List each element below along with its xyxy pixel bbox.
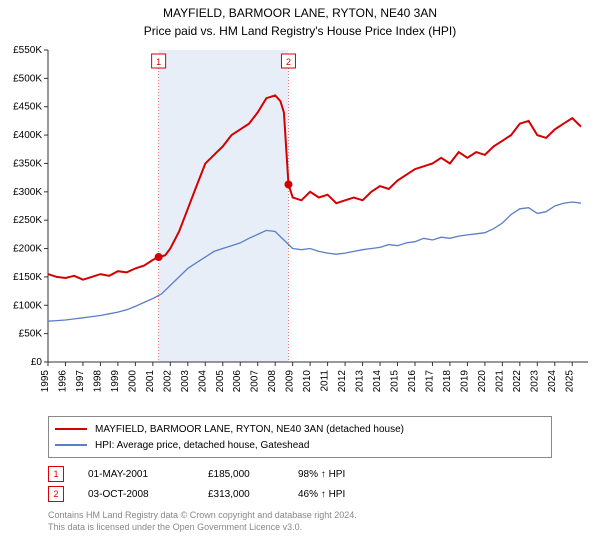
x-tick-label: 2007 (250, 370, 261, 393)
x-tick-label: 2010 (302, 370, 313, 393)
x-tick-label: 2019 (459, 370, 470, 393)
transaction-marker-2: 2 (48, 486, 64, 502)
y-tick-label: £250K (13, 215, 42, 226)
x-tick-label: 1999 (110, 370, 121, 393)
y-tick-label: £550K (13, 45, 42, 56)
legend-label: MAYFIELD, BARMOOR LANE, RYTON, NE40 3AN … (95, 424, 404, 435)
y-tick-label: £0 (31, 357, 43, 368)
y-tick-label: £300K (13, 187, 42, 198)
y-tick-label: £200K (13, 244, 42, 255)
footnote: Contains HM Land Registry data © Crown c… (48, 510, 552, 533)
transaction-row: 1 01-MAY-2001 £185,000 98% ↑ HPI (48, 464, 552, 484)
footnote-line: This data is licensed under the Open Gov… (48, 522, 552, 534)
y-tick-label: £400K (13, 130, 42, 141)
y-tick-label: £350K (13, 158, 42, 169)
footnote-line: Contains HM Land Registry data © Crown c… (48, 510, 552, 522)
x-tick-label: 2023 (529, 370, 540, 393)
x-tick-label: 2005 (215, 370, 226, 393)
marker-flag-label: 2 (286, 57, 291, 67)
x-tick-label: 2020 (477, 370, 488, 393)
transaction-marker-1: 1 (48, 466, 64, 482)
transaction-row: 2 03-OCT-2008 £313,000 46% ↑ HPI (48, 484, 552, 504)
x-tick-label: 2011 (320, 370, 331, 392)
x-tick-label: 2009 (285, 370, 296, 393)
x-tick-label: 2013 (355, 370, 366, 393)
x-tick-label: 2024 (547, 370, 558, 393)
legend-label: HPI: Average price, detached house, Gate… (95, 440, 309, 451)
y-tick-label: £150K (13, 272, 42, 283)
x-tick-label: 2022 (512, 370, 523, 393)
chart-subtitle: Price paid vs. HM Land Registry's House … (0, 20, 600, 42)
x-tick-label: 1998 (92, 370, 103, 393)
x-tick-label: 1997 (75, 370, 86, 393)
legend-row: MAYFIELD, BARMOOR LANE, RYTON, NE40 3AN … (55, 421, 545, 437)
x-tick-label: 1995 (40, 370, 51, 393)
sale-marker (284, 180, 292, 188)
legend-row: HPI: Average price, detached house, Gate… (55, 437, 545, 453)
x-tick-label: 2006 (232, 370, 243, 393)
transaction-hpi: 46% ↑ HPI (298, 489, 408, 500)
y-tick-label: £100K (13, 300, 42, 311)
transaction-date: 01-MAY-2001 (88, 469, 208, 480)
legend-swatch-hpi (55, 444, 87, 446)
y-tick-label: £50K (19, 329, 43, 340)
x-tick-label: 2015 (390, 370, 401, 393)
x-tick-label: 2002 (162, 370, 173, 393)
x-tick-label: 2018 (442, 370, 453, 393)
x-tick-label: 2017 (424, 370, 435, 393)
x-tick-label: 2001 (145, 370, 156, 393)
series-hpi (48, 202, 581, 321)
transactions-table: 1 01-MAY-2001 £185,000 98% ↑ HPI 2 03-OC… (48, 464, 552, 504)
legend-box: MAYFIELD, BARMOOR LANE, RYTON, NE40 3AN … (48, 416, 552, 458)
x-tick-label: 2008 (267, 370, 278, 393)
x-tick-label: 2016 (407, 370, 418, 393)
x-tick-label: 2012 (337, 370, 348, 393)
transaction-date: 03-OCT-2008 (88, 489, 208, 500)
x-tick-label: 2004 (197, 370, 208, 393)
x-tick-label: 2025 (564, 370, 575, 393)
x-tick-label: 2003 (180, 370, 191, 393)
chart-area: £0 £50K £100K £150K £200K £250K £300K £350K £400… (0, 42, 600, 412)
marker-flag-label: 1 (156, 57, 161, 67)
transaction-price: £185,000 (208, 469, 298, 480)
x-tick-label: 2014 (372, 370, 383, 393)
transaction-price: £313,000 (208, 489, 298, 500)
chart-svg: £0 £50K £100K £150K £200K £250K £300K £350K £400… (0, 42, 600, 412)
chart-title: MAYFIELD, BARMOOR LANE, RYTON, NE40 3AN (0, 0, 600, 20)
y-tick-label: £450K (13, 102, 42, 113)
x-tick-label: 2021 (494, 370, 505, 393)
x-tick-label: 2000 (127, 370, 138, 393)
legend-swatch-property (55, 428, 87, 430)
x-tick-label: 1996 (57, 370, 68, 393)
transaction-hpi: 98% ↑ HPI (298, 469, 408, 480)
y-tick-label: £500K (13, 73, 42, 84)
series-property (48, 95, 581, 279)
